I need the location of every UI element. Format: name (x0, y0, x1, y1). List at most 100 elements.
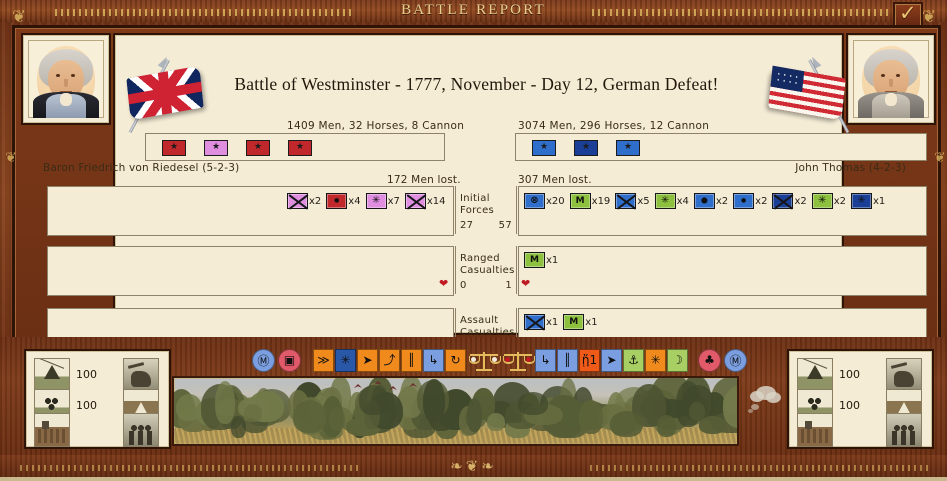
battlefield-terrain-panorama (172, 376, 739, 446)
counter-infantry-icon (287, 193, 308, 209)
counter-infantry-icon (524, 314, 545, 330)
unit-counter: x1 (524, 314, 558, 330)
ranged-casualties-count-left: 0 (460, 279, 467, 291)
bottom-ornament-bar: ❧❦❧ (0, 455, 947, 481)
fortification-icon[interactable] (797, 413, 833, 447)
unit-counter: x20 (524, 193, 565, 209)
unit-counter: x4 (654, 193, 689, 209)
general-name-right: John Thomas (4-2-3) (795, 162, 906, 174)
report-frame: Battle of Westminster - 1777, November -… (12, 25, 941, 358)
portrait-frame-right[interactable] (846, 33, 936, 125)
row-label-line1: Ranged (460, 253, 500, 264)
ammo-value-right: 100 (839, 399, 860, 412)
bird (374, 381, 382, 385)
morale-marker-blue[interactable]: Ⓜ (252, 348, 275, 372)
counter-cavalry-icon (524, 193, 545, 209)
ranged-casualties-box-right (518, 246, 927, 296)
tree (230, 415, 246, 438)
unit-count: x14 (426, 195, 446, 207)
unit-count: x2 (833, 195, 846, 207)
men-lost-left: 172 Men lost. (387, 174, 461, 186)
counter-militia-icon (569, 193, 591, 209)
camp-icon[interactable] (34, 358, 70, 392)
portrait-frame-left[interactable] (21, 33, 111, 125)
prone-icon-2[interactable]: ➤ (601, 348, 622, 372)
general-chip: ★ (204, 140, 228, 156)
smoke-cloud-icon[interactable] (748, 382, 788, 422)
scales-red[interactable] (503, 348, 535, 372)
avatar-right (853, 40, 929, 118)
skirmish-icon-2[interactable]: ✳ (645, 348, 666, 372)
unit-counter: x2 (733, 193, 767, 209)
general-name-left: Baron Friedrich von Riedesel (5-2-3) (43, 162, 240, 174)
stats-panel-left: 100 100 (24, 349, 171, 449)
bird (354, 384, 362, 388)
tree (467, 398, 483, 433)
tree (486, 412, 506, 431)
side-ornament-right: ❦ (934, 150, 946, 166)
unit-count: x20 (546, 195, 565, 207)
general-chip: ★ (616, 140, 640, 156)
charge-icon[interactable]: ≫ (313, 348, 334, 372)
unit-count: x7 (387, 195, 400, 207)
counter-artillery-icon (733, 193, 755, 209)
tree (329, 407, 346, 432)
unit-count: x1 (873, 195, 886, 207)
tree (423, 378, 445, 423)
prone-icon[interactable]: ➤ (357, 348, 378, 372)
counter-infantry-icon (404, 193, 426, 209)
volley-icon-2[interactable]: ║ (557, 348, 578, 372)
counter-skirmisher-icon (365, 193, 387, 209)
night-icon[interactable]: ☽ (667, 348, 688, 372)
strength-summary-right: 3074 Men, 296 Horses, 12 Cannon (518, 120, 710, 132)
morale-value-left: 100 (76, 368, 97, 381)
tree (722, 384, 737, 428)
tree (657, 415, 676, 438)
unit-count: x4 (348, 195, 361, 207)
banner-ornament-left (55, 9, 355, 16)
rally-icon[interactable]: ↻ (445, 348, 466, 372)
initial-forces-count-right: 57 (498, 219, 512, 231)
counter-artillery-icon (326, 193, 348, 209)
tree (358, 385, 389, 415)
tree (689, 401, 706, 422)
counter-infantry-icon (615, 193, 637, 209)
unit-counter: x5 (615, 193, 650, 209)
bottom-dots-right (590, 465, 930, 471)
drum-icon[interactable]: ᾔ1 (579, 348, 600, 372)
tree (292, 400, 327, 433)
infantry-line-icon[interactable] (886, 413, 922, 447)
counter-skirmisher-icon (654, 193, 676, 209)
retreat-icon[interactable]: ⤴ (379, 348, 400, 372)
unit-count: x4 (676, 195, 689, 207)
cavalry-icon[interactable] (886, 358, 922, 392)
bottom-dots-left (20, 465, 360, 471)
morale-marker-blue-2[interactable]: Ⓜ (724, 348, 747, 372)
unit-stack-initial-right: x20 x19 x5 x4 x2 x2 x2 x2 x1 (524, 193, 890, 209)
title-bar: ❦ BATTLE REPORT ✓ ❦ (0, 0, 947, 32)
camp-icon[interactable] (797, 358, 833, 392)
move-icon[interactable]: ↳ (423, 348, 444, 372)
volley-icon[interactable]: ║ (401, 348, 422, 372)
initial-forces-count-left: 27 (460, 219, 474, 231)
infantry-line-icon[interactable] (123, 413, 159, 447)
general-chip: ★ (288, 140, 312, 156)
unit-counter: x1 (524, 252, 558, 268)
bird (389, 386, 397, 390)
unit-stack-ranged-right: x1 (524, 252, 563, 268)
skirmish-icon[interactable]: ✳ (335, 348, 356, 372)
cavalry-icon[interactable] (123, 358, 159, 392)
unit-counter: x19 (569, 193, 610, 209)
scales-white[interactable] (469, 348, 501, 372)
fortification-icon[interactable] (34, 413, 70, 447)
tree (214, 381, 235, 425)
unit-counter: x1 (563, 314, 598, 330)
page-title: BATTLE REPORT (401, 2, 546, 18)
casualty-marker-red[interactable]: ♣ (698, 348, 721, 372)
flag-marker-red[interactable]: ▣ (278, 348, 301, 372)
tree (610, 410, 644, 438)
kneel-icon[interactable]: ⚓ (623, 348, 644, 372)
corner-ornament-left: ❦ (11, 7, 27, 27)
counter-militia-icon (524, 252, 545, 268)
move-icon-2[interactable]: ↳ (535, 348, 556, 372)
